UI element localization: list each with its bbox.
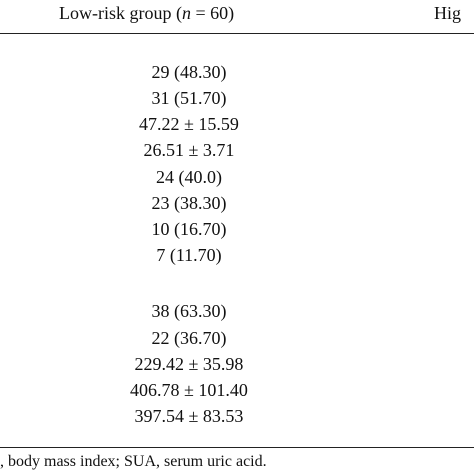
low-risk-n-symbol: n: [181, 3, 191, 23]
table-cell-low-risk: 31 (51.70): [151, 88, 227, 108]
table-cell-low-risk: 397.54 ± 83.53: [134, 406, 244, 426]
low-risk-prefix: Low-risk group (: [59, 3, 182, 23]
table-cell-low-risk: 29 (48.30): [151, 62, 227, 82]
table-header-row: Low-risk group (n = 60) Hig: [0, 0, 474, 30]
low-risk-suffix: = 60): [190, 3, 235, 23]
table-cell-low-risk: 23 (38.30): [151, 193, 227, 213]
table-cell-low-risk: 22 (36.70): [151, 328, 227, 348]
footer-rule: [0, 447, 474, 448]
table-cell-low-risk: 47.22 ± 15.59: [139, 114, 239, 134]
table-cell-low-risk: 229.42 ± 35.98: [134, 354, 244, 374]
low-risk-group-header: Low-risk group (n = 60): [59, 2, 234, 24]
table-cell-low-risk: 406.78 ± 101.40: [130, 380, 248, 400]
table-cell-low-risk: 10 (16.70): [151, 219, 227, 239]
table-cell-low-risk: 7 (11.70): [156, 245, 222, 265]
table-footnote: , body mass index; SUA, serum uric acid.: [0, 453, 267, 470]
table-cell-low-risk: 38 (63.30): [151, 301, 227, 321]
high-risk-group-header: Hig: [434, 3, 461, 23]
table-cell-low-risk: 24 (40.0): [156, 167, 222, 187]
table-cell-low-risk: 26.51 ± 3.71: [143, 140, 235, 160]
header-rule: [0, 33, 474, 34]
